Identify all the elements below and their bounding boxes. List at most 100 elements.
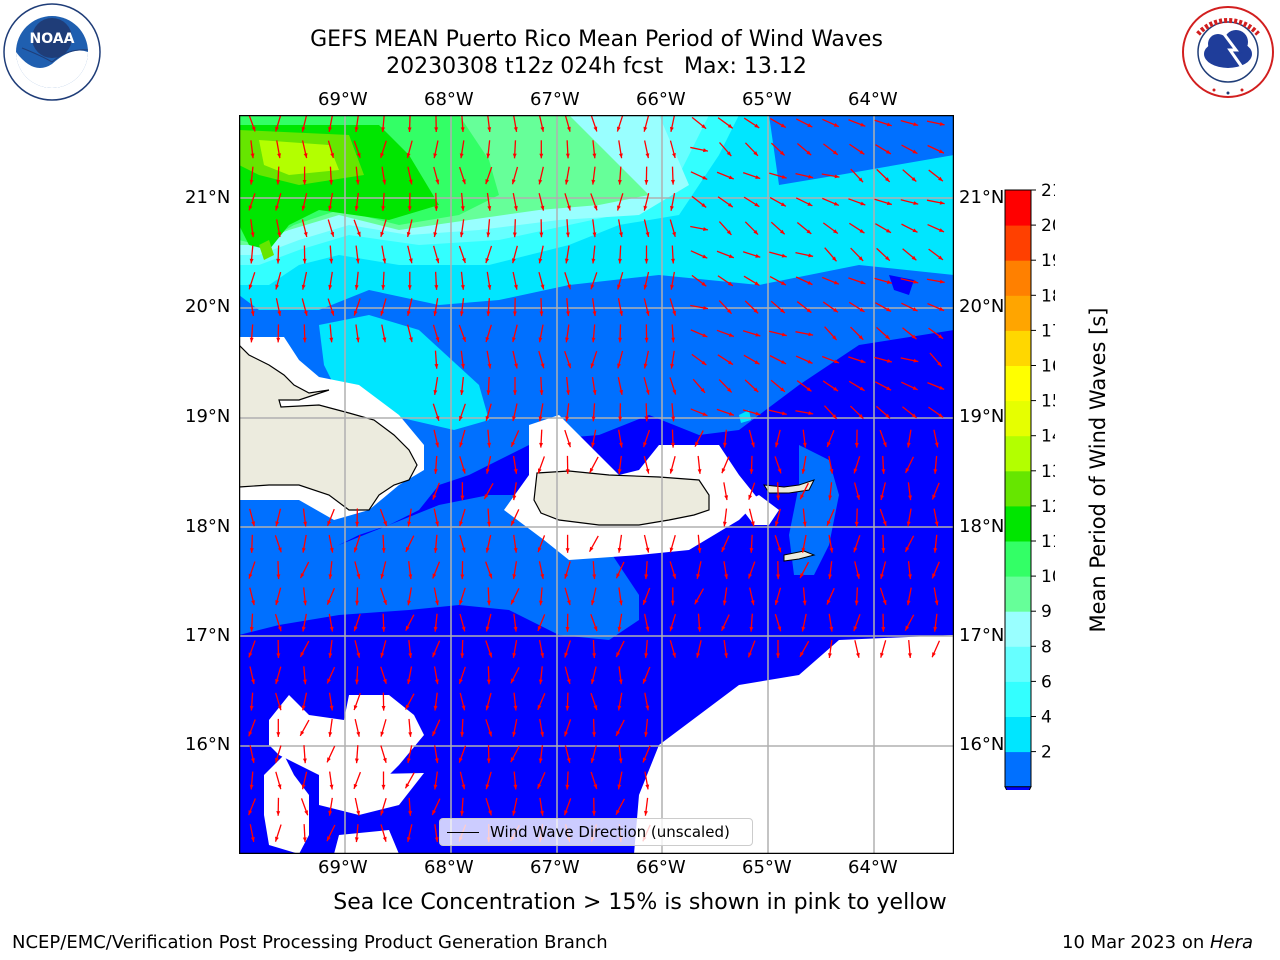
virgin-islands-land: [783, 550, 816, 562]
wind-wave-arrowhead: [617, 284, 621, 290]
wind-wave-arrowhead: [406, 758, 411, 764]
wind-wave-arrowhead: [277, 232, 282, 238]
wind-wave-arrowhead: [513, 468, 518, 474]
wind-wave-arrowhead: [885, 149, 891, 154]
wind-wave-arrowhead: [405, 783, 410, 789]
wind-wave-arrowhead: [405, 625, 410, 631]
wind-wave-arrowhead: [380, 310, 385, 316]
wind-wave-arrowhead: [618, 600, 623, 606]
wind-wave-arrowhead: [434, 837, 439, 843]
wind-wave-arrowhead: [435, 415, 440, 421]
wind-wave-arrowhead: [303, 600, 307, 606]
lat-tick-right: 20°N: [959, 296, 1005, 317]
wind-wave-arrowhead: [727, 281, 733, 286]
wind-wave-arrowhead: [484, 494, 489, 500]
period-4-6-region: [769, 115, 954, 155]
wind-wave-arrowhead: [643, 442, 647, 448]
wind-wave-arrowhead: [564, 652, 569, 658]
footer-credit: NCEP/EMC/Verification Post Processing Pr…: [12, 932, 608, 953]
wind-wave-arrowhead: [618, 679, 623, 685]
wind-wave-arrowhead: [487, 127, 492, 132]
wind-wave-arrowhead: [355, 179, 360, 185]
wind-wave-arrowhead: [911, 413, 917, 418]
wind-wave-arrowhead: [303, 310, 308, 316]
wind-wave-arrowhead: [880, 494, 885, 500]
wind-wave-arrowhead: [435, 179, 440, 185]
wind-wave-arrowhead: [749, 626, 754, 632]
wind-wave-arrowhead: [485, 784, 490, 790]
wind-wave-arrowhead: [565, 232, 570, 238]
wind-wave-arrowhead: [355, 679, 359, 685]
wind-wave-arrowhead: [938, 176, 943, 182]
colorbar-band: [1005, 190, 1031, 226]
wind-wave-arrowhead: [880, 573, 884, 579]
wind-wave-arrowhead: [858, 335, 864, 340]
wind-wave-arrowhead: [538, 758, 543, 764]
wind-wave-arrowhead: [616, 126, 621, 132]
wind-wave-arrowhead: [249, 784, 254, 790]
colorbar-band: [1005, 295, 1031, 331]
wind-wave-arrowhead: [433, 784, 438, 790]
wind-wave-arrowhead: [460, 574, 465, 580]
wind-wave-arrowhead: [275, 836, 279, 842]
wind-wave-arrowhead: [565, 548, 570, 553]
wind-wave-arrowhead: [806, 387, 812, 392]
wind-wave-arrowhead: [854, 600, 859, 606]
wind-wave-arrowhead: [882, 442, 887, 448]
wind-wave-arrowhead: [912, 228, 918, 233]
wind-wave-arrowhead: [434, 758, 439, 764]
wind-wave-arrowhead: [619, 232, 623, 238]
wind-wave-arrowhead: [408, 179, 413, 185]
wind-wave-arrowhead: [380, 810, 385, 816]
wind-wave-arrowhead: [251, 521, 256, 527]
wind-wave-arrowhead: [908, 574, 912, 580]
wind-wave-arrowhead: [724, 653, 728, 658]
wind-wave-arrowhead: [353, 547, 358, 553]
wind-wave-arrowhead: [514, 284, 518, 290]
wind-wave-arrowhead: [643, 363, 648, 369]
wind-wave-arrowhead: [619, 311, 623, 316]
wind-wave-arrowhead: [330, 231, 335, 237]
wind-wave-arrowhead: [540, 284, 545, 290]
wind-wave-arrowhead: [779, 150, 785, 156]
wind-wave-arrowhead: [669, 626, 674, 632]
wind-wave-arrowhead: [724, 574, 729, 579]
wind-wave-arrowhead: [513, 126, 518, 132]
wind-wave-arrowhead: [459, 757, 463, 763]
wind-wave-arrowhead: [459, 599, 463, 605]
wind-wave-arrowhead: [303, 521, 308, 527]
wind-wave-arrowhead: [565, 705, 570, 711]
wind-wave-arrowhead: [566, 679, 571, 684]
wind-wave-arrowhead: [434, 679, 439, 685]
wind-wave-arrowhead: [460, 811, 465, 816]
wind-wave-arrowhead: [807, 123, 813, 128]
wind-wave-arrowhead: [382, 836, 387, 842]
wind-wave-arrowhead: [408, 574, 413, 580]
wind-wave-arrowhead: [671, 442, 675, 448]
wind-wave-arrowhead: [433, 469, 438, 474]
wind-wave-arrowhead: [832, 335, 837, 341]
wind-wave-arrowhead: [513, 626, 518, 632]
wind-wave-arrowhead: [748, 652, 752, 658]
footer-date: 10 Mar 2023 on Hera: [1062, 932, 1253, 953]
wind-wave-arrowhead: [275, 205, 279, 211]
wind-wave-arrowhead: [461, 468, 466, 474]
wind-wave-arrowhead: [513, 784, 518, 790]
wind-wave-arrowhead: [433, 311, 438, 316]
virgin-islands-land: [763, 479, 815, 494]
colorbar-band: [1005, 435, 1031, 472]
wind-wave-arrowhead: [513, 390, 517, 395]
wind-wave-arrowhead: [645, 705, 650, 711]
wind-wave-arrowhead: [672, 389, 677, 395]
colorbar-tick-label: 13: [1041, 462, 1055, 482]
wind-wave-arrowhead: [829, 626, 834, 632]
map-frame: [239, 115, 954, 854]
footer-date-text: 10 Mar 2023 on: [1062, 932, 1210, 953]
wind-wave-arrowhead: [754, 202, 760, 207]
wind-wave-arrowhead: [833, 229, 838, 234]
wind-wave-arrowhead: [383, 599, 387, 605]
wind-wave-arrowhead: [905, 546, 910, 552]
wind-wave-arrowhead: [250, 153, 255, 159]
colorbar-tick-label: 21: [1041, 181, 1055, 201]
wind-wave-arrowhead: [781, 174, 787, 179]
